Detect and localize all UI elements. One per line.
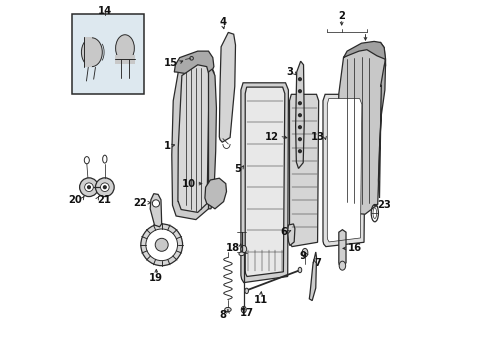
- Polygon shape: [171, 61, 215, 220]
- Text: 17: 17: [239, 308, 253, 318]
- Ellipse shape: [241, 246, 246, 253]
- Circle shape: [87, 186, 90, 189]
- Circle shape: [141, 224, 182, 266]
- Ellipse shape: [244, 288, 248, 294]
- Bar: [84, 37, 92, 67]
- Circle shape: [298, 102, 301, 105]
- Polygon shape: [337, 42, 385, 214]
- Polygon shape: [287, 224, 294, 246]
- Text: 8: 8: [219, 310, 226, 320]
- Polygon shape: [309, 252, 316, 301]
- Text: 22: 22: [133, 198, 146, 208]
- Polygon shape: [174, 51, 213, 74]
- Text: 16: 16: [347, 243, 362, 253]
- Circle shape: [155, 238, 168, 251]
- Text: 4: 4: [219, 17, 226, 27]
- Polygon shape: [150, 194, 162, 227]
- Ellipse shape: [298, 267, 301, 273]
- Text: 1: 1: [163, 141, 170, 151]
- Circle shape: [152, 200, 159, 207]
- Ellipse shape: [239, 252, 244, 256]
- Text: 19: 19: [149, 273, 163, 283]
- Ellipse shape: [241, 306, 246, 313]
- Polygon shape: [178, 65, 209, 212]
- Polygon shape: [289, 94, 318, 247]
- Circle shape: [298, 150, 301, 153]
- Bar: [115, 55, 135, 64]
- Text: 10: 10: [182, 179, 196, 189]
- Text: 7: 7: [314, 258, 321, 268]
- Polygon shape: [322, 94, 365, 247]
- Polygon shape: [208, 69, 216, 209]
- Polygon shape: [378, 59, 385, 198]
- Circle shape: [298, 114, 301, 117]
- Circle shape: [298, 126, 301, 129]
- Polygon shape: [326, 99, 361, 242]
- Circle shape: [298, 78, 301, 81]
- Text: 3: 3: [285, 67, 292, 77]
- Text: 15: 15: [163, 58, 178, 68]
- Ellipse shape: [302, 248, 307, 257]
- Polygon shape: [204, 178, 226, 209]
- Polygon shape: [338, 230, 346, 266]
- Circle shape: [95, 178, 114, 197]
- Ellipse shape: [224, 307, 231, 312]
- Polygon shape: [295, 61, 304, 168]
- Ellipse shape: [115, 35, 134, 62]
- Text: 11: 11: [253, 294, 267, 305]
- Polygon shape: [241, 83, 288, 283]
- Polygon shape: [244, 87, 284, 276]
- Text: 5: 5: [233, 164, 241, 174]
- Circle shape: [298, 138, 301, 141]
- Text: 12: 12: [264, 132, 279, 142]
- Bar: [72, 14, 143, 94]
- Text: 21: 21: [98, 195, 111, 205]
- Text: 13: 13: [310, 132, 324, 142]
- Circle shape: [145, 229, 177, 261]
- Polygon shape: [343, 41, 385, 59]
- Polygon shape: [219, 32, 235, 142]
- Text: 9: 9: [299, 251, 306, 261]
- Text: 14: 14: [98, 6, 112, 16]
- Circle shape: [84, 183, 93, 192]
- Text: 18: 18: [225, 243, 239, 253]
- Text: 20: 20: [68, 195, 81, 205]
- Ellipse shape: [372, 208, 376, 219]
- Text: 2: 2: [338, 11, 345, 21]
- Circle shape: [80, 178, 98, 197]
- Text: 6: 6: [280, 227, 287, 237]
- Ellipse shape: [339, 261, 345, 270]
- Ellipse shape: [81, 38, 102, 67]
- Circle shape: [101, 183, 109, 192]
- Circle shape: [103, 186, 106, 189]
- Circle shape: [298, 90, 301, 93]
- Text: 23: 23: [377, 200, 391, 210]
